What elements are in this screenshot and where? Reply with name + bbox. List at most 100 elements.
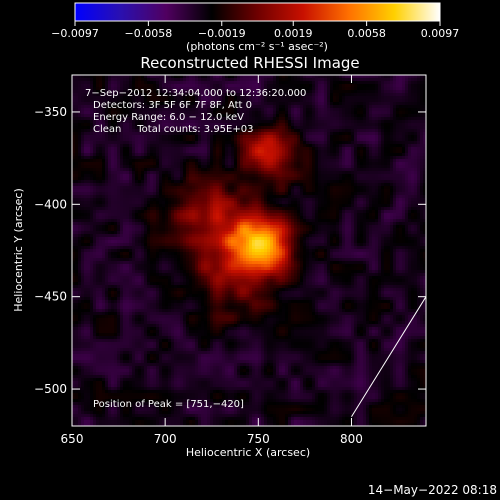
heatmap-cell	[348, 177, 352, 181]
heatmap-cell	[381, 132, 385, 136]
heatmap-cell	[288, 120, 292, 124]
heatmap-cell	[99, 120, 103, 124]
heatmap-cell	[168, 126, 172, 130]
heatmap-cell	[147, 87, 151, 91]
heatmap-cell	[369, 123, 373, 127]
heatmap-cell	[186, 153, 190, 157]
heatmap-cell	[153, 129, 157, 133]
heatmap-cell	[297, 117, 301, 121]
heatmap-cell	[234, 102, 238, 106]
heatmap-cell	[84, 120, 88, 124]
heatmap-cell	[288, 111, 292, 115]
heatmap-cell	[390, 153, 394, 157]
heatmap-cell	[177, 165, 181, 169]
heatmap-cell	[252, 84, 256, 88]
heatmap-cell	[171, 141, 175, 145]
heatmap-cell	[366, 165, 370, 169]
heatmap-cell	[291, 165, 295, 169]
heatmap-cell	[192, 99, 196, 103]
heatmap-cell	[153, 93, 157, 97]
heatmap-cell	[354, 87, 358, 91]
heatmap-cell	[189, 177, 193, 181]
heatmap-cell	[219, 120, 223, 124]
heatmap-cell	[381, 141, 385, 145]
heatmap-cell	[297, 141, 301, 145]
heatmap-cell	[219, 174, 223, 178]
heatmap-cell	[336, 177, 340, 181]
heatmap-cell	[180, 189, 184, 193]
heatmap-cell	[108, 162, 112, 166]
heatmap-cell	[207, 174, 211, 178]
heatmap-cell	[234, 150, 238, 154]
heatmap-cell	[276, 156, 280, 160]
heatmap-cell	[201, 177, 205, 181]
heatmap-cell	[282, 189, 286, 193]
heatmap-cell	[195, 129, 199, 133]
heatmap-cell	[354, 135, 358, 139]
heatmap-cell	[243, 147, 247, 151]
heatmap-cell	[174, 192, 178, 196]
heatmap-cell	[249, 87, 253, 91]
heatmap-cell	[309, 75, 313, 79]
heatmap-cell	[402, 189, 406, 193]
heatmap-cell	[111, 183, 115, 187]
heatmap-cell	[177, 195, 181, 199]
heatmap-cell	[105, 156, 109, 160]
heatmap-cell	[201, 162, 205, 166]
heatmap-cell	[198, 165, 202, 169]
heatmap-cell	[240, 189, 244, 193]
heatmap-cell	[414, 96, 418, 100]
heatmap-cell	[381, 192, 385, 196]
colorbar: −0.0097 −0.0058 −0.0019 0.0019 0.0058 0.0097 …	[51, 2, 459, 53]
heatmap-cell	[135, 93, 139, 97]
heatmap-cell	[408, 153, 412, 157]
heatmap-cell	[177, 84, 181, 88]
heatmap-cell	[342, 198, 346, 202]
heatmap-cell	[417, 111, 421, 115]
heatmap-cell	[288, 135, 292, 139]
heatmap-cell	[273, 102, 277, 106]
heatmap-cell	[189, 129, 193, 133]
heatmap-cell	[345, 126, 349, 130]
heatmap-cell	[264, 165, 268, 169]
heatmap-cell	[399, 96, 403, 100]
heatmap-cell	[321, 129, 325, 133]
heatmap-cell	[81, 93, 85, 97]
heatmap-cell	[201, 102, 205, 106]
heatmap-cell	[102, 105, 106, 109]
heatmap-cell	[243, 183, 247, 187]
heatmap-cell	[372, 75, 376, 79]
heatmap-cell	[339, 123, 343, 127]
heatmap-cell	[78, 126, 82, 130]
heatmap-cell	[372, 147, 376, 151]
heatmap-cell	[417, 141, 421, 145]
heatmap-cell	[237, 129, 241, 133]
heatmap-cell	[78, 198, 82, 202]
heatmap-cell	[405, 165, 409, 169]
heatmap-cell	[126, 135, 130, 139]
heatmap-cell	[285, 195, 289, 199]
heatmap-cell	[348, 186, 352, 190]
heatmap-cell	[366, 117, 370, 121]
heatmap-cell	[120, 183, 124, 187]
heatmap-cell	[366, 177, 370, 181]
heatmap-cell	[180, 102, 184, 106]
heatmap-cell	[393, 135, 397, 139]
heatmap-cell	[81, 144, 85, 148]
heatmap-cell	[393, 165, 397, 169]
heatmap-cell	[282, 180, 286, 184]
heatmap-cell	[309, 132, 313, 136]
heatmap-cell	[120, 138, 124, 142]
heatmap-cell	[108, 153, 112, 157]
heatmap-cell	[216, 105, 220, 109]
heatmap-cell	[261, 156, 265, 160]
heatmap-cell	[81, 156, 85, 160]
heatmap-cell	[420, 126, 424, 130]
heatmap-cell	[183, 99, 187, 103]
heatmap-cell	[84, 81, 88, 85]
heatmap-cell	[147, 114, 151, 118]
heatmap-cell	[408, 195, 412, 199]
heatmap-cell	[297, 171, 301, 175]
heatmap-cell	[375, 162, 379, 166]
heatmap-cell	[138, 105, 142, 109]
